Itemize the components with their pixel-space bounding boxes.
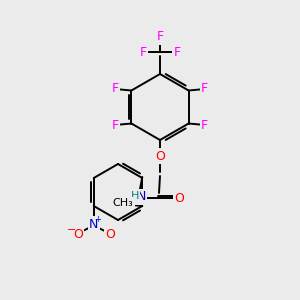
Text: CH₃: CH₃ (113, 198, 134, 208)
Text: N: N (89, 218, 98, 230)
Text: F: F (140, 46, 147, 59)
Text: O: O (105, 227, 115, 241)
Text: H: H (131, 191, 139, 201)
Text: N: N (136, 190, 146, 203)
Text: F: F (112, 119, 119, 132)
Text: O: O (174, 191, 184, 205)
Text: F: F (201, 82, 208, 95)
Text: −: − (67, 225, 76, 235)
Text: +: + (94, 215, 101, 224)
Text: O: O (155, 149, 165, 163)
Text: F: F (173, 46, 181, 59)
Text: F: F (112, 82, 119, 95)
Text: F: F (156, 31, 164, 44)
Text: F: F (201, 119, 208, 132)
Text: O: O (73, 227, 83, 241)
